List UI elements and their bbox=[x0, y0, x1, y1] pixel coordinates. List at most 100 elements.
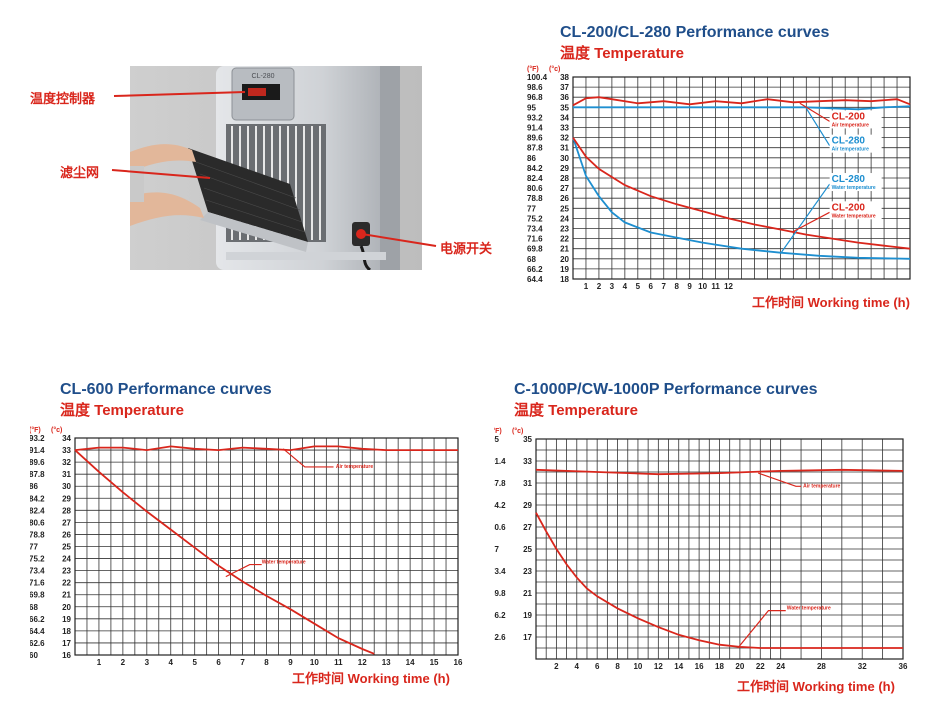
chart2-ytick-c: 30 bbox=[62, 482, 71, 491]
chart1-ytick-f: 91.4 bbox=[527, 124, 543, 133]
chart2-ytick-f: 78.8 bbox=[30, 530, 45, 539]
chart2-ytick-c: 25 bbox=[62, 543, 71, 552]
chart3-ytick-f: 77 bbox=[494, 545, 499, 554]
chart3-xtick: 4 bbox=[575, 662, 580, 671]
chart1-ytick-f: 96.8 bbox=[527, 93, 543, 102]
chart3-frame bbox=[535, 438, 904, 660]
chart2-xtick: 2 bbox=[121, 658, 126, 667]
chart2-ytick-f: 60 bbox=[30, 651, 38, 660]
chart1-annotation-bg bbox=[829, 201, 882, 220]
chart1-xtick: 5 bbox=[636, 282, 641, 290]
chart1-annotation-bg bbox=[829, 110, 882, 129]
chart1-frame bbox=[572, 76, 911, 280]
chart3-ytick-f: 62.6 bbox=[494, 633, 506, 642]
chart1-annotation-title: CL-200 bbox=[832, 202, 866, 213]
chart3-ytick-c: 17 bbox=[523, 633, 532, 642]
chart1-annotation-title: CL-280 bbox=[832, 174, 866, 185]
chart2-annotation-water: Water temperature bbox=[262, 559, 306, 565]
chart2-subtitle: 温度 Temperature bbox=[60, 402, 184, 419]
chart1-xlabel: 工作时间 Working time (h) bbox=[752, 295, 910, 310]
chart1-ytick-c: 36 bbox=[560, 93, 569, 102]
chart1-ytick-f: 82.4 bbox=[527, 174, 543, 183]
callout-line-controller bbox=[113, 91, 246, 97]
chart1-ytick-f: 71.6 bbox=[527, 235, 543, 244]
chart2-xtick: 8 bbox=[264, 658, 269, 667]
chart1-ytick-c: 18 bbox=[560, 275, 569, 284]
chart3-subtitle: 温度 Temperature bbox=[514, 402, 638, 419]
chart2-ytick-f: 86 bbox=[30, 482, 38, 491]
chart1-ytick-c: 19 bbox=[560, 265, 569, 274]
chart3-xtick: 2 bbox=[554, 662, 559, 671]
callout-controller: 温度控制器 bbox=[30, 91, 96, 106]
chart2-annotation-leader-water bbox=[225, 563, 262, 578]
chart3-series-line bbox=[535, 512, 903, 649]
chart3-title: C-1000P/CW-1000P Performance curves bbox=[514, 381, 818, 398]
chart1-xtick: 1 bbox=[584, 282, 589, 290]
chart1-ytick-c: 37 bbox=[560, 83, 569, 92]
chart1-xtick: 11 bbox=[711, 282, 720, 290]
chart2-ytick-c: 31 bbox=[62, 470, 71, 479]
chart1-ytick-c: 31 bbox=[560, 144, 569, 153]
chart1-annotation-label: Air temperature bbox=[832, 147, 869, 153]
chart2-ytick-c: 18 bbox=[62, 627, 71, 636]
chart1-annotation-label: Air temperature bbox=[832, 122, 869, 128]
chart3-xtick: 32 bbox=[858, 662, 867, 671]
chart1-annotation-title: CL-200 bbox=[832, 111, 866, 122]
chart1-ytick-f: 95 bbox=[527, 103, 536, 112]
chart1-ytick-c: 32 bbox=[560, 134, 569, 143]
chart2-series-line bbox=[74, 445, 458, 452]
chart2-ytick-f: 87.8 bbox=[30, 470, 45, 479]
chart2-ytick-c: 33 bbox=[62, 446, 71, 455]
chart2-ytick-c: 29 bbox=[62, 494, 71, 503]
chart2-ytick-c: 24 bbox=[62, 555, 71, 564]
chart3-unit-f: (°F) bbox=[494, 427, 502, 435]
chart3-unit-c: (°c) bbox=[512, 427, 523, 435]
chart2-xtick: 6 bbox=[216, 658, 221, 667]
chart1-ytick-c: 22 bbox=[560, 235, 569, 244]
chart1-annotation-leader bbox=[799, 102, 830, 122]
chart1-ytick-c: 26 bbox=[560, 194, 569, 203]
chart2-ytick-f: 62.6 bbox=[30, 639, 45, 648]
chart1-ytick-f: 84.2 bbox=[527, 164, 543, 173]
chart3-xtick: 22 bbox=[756, 662, 765, 671]
chart1-series-line bbox=[572, 137, 911, 260]
chart2-xtick: 7 bbox=[240, 658, 245, 667]
chart1-ytick-c: 30 bbox=[560, 154, 569, 163]
chart3-ytick-c: 23 bbox=[523, 567, 532, 576]
chart2-xtick: 3 bbox=[145, 658, 150, 667]
chart2-ytick-f: 73.4 bbox=[30, 567, 45, 576]
chart3-xtick: 10 bbox=[633, 662, 642, 671]
chart3-ytick-f: 84.2 bbox=[494, 501, 506, 510]
device-model-label: CL-280 bbox=[252, 73, 275, 80]
chart1-series-line bbox=[572, 137, 911, 250]
chart3-annotation-leader-water bbox=[737, 610, 786, 649]
chart1-ytick-c: 33 bbox=[560, 124, 569, 133]
callout-line-filter bbox=[111, 169, 211, 179]
chart3-xtick: 14 bbox=[674, 662, 683, 671]
chart3-annotation-leader-air bbox=[758, 472, 802, 487]
chart1-annotation-label: Water temperature bbox=[832, 185, 876, 191]
chart1-ytick-c: 25 bbox=[560, 204, 569, 213]
chart2-ytick-f: 75.2 bbox=[30, 555, 45, 564]
chart2-ytick-f: 80.6 bbox=[30, 518, 45, 527]
hand-upper bbox=[130, 144, 196, 172]
chart3-ytick-f: 95 bbox=[494, 435, 499, 444]
chart2-ytick-f: 68 bbox=[30, 603, 38, 612]
chart2-xtick: 5 bbox=[192, 658, 197, 667]
dust-filter bbox=[188, 148, 308, 242]
chart1-ytick-f: 68 bbox=[527, 255, 536, 264]
chart2-xtick: 1 bbox=[97, 658, 102, 667]
chart1-annotation-leader bbox=[805, 107, 831, 146]
chart1-ytick-f: 87.8 bbox=[527, 144, 543, 153]
chart2-unit-f: (°F) bbox=[30, 426, 41, 434]
chart1-ytick-c: 29 bbox=[560, 164, 569, 173]
chart1-xtick: 4 bbox=[623, 282, 628, 290]
chart1-ytick-c: 27 bbox=[560, 184, 569, 193]
chart2-xtick: 13 bbox=[382, 658, 391, 667]
chart3-ytick-f: 69.8 bbox=[494, 589, 506, 598]
chart1-ytick-f: 77 bbox=[527, 204, 536, 213]
chart3-annotation-air: Air temperature bbox=[803, 483, 840, 489]
chart2-xtick: 4 bbox=[169, 658, 174, 667]
chart3-ytick-f: 91.4 bbox=[494, 457, 506, 466]
chart2-ytick-c: 34 bbox=[62, 434, 71, 443]
